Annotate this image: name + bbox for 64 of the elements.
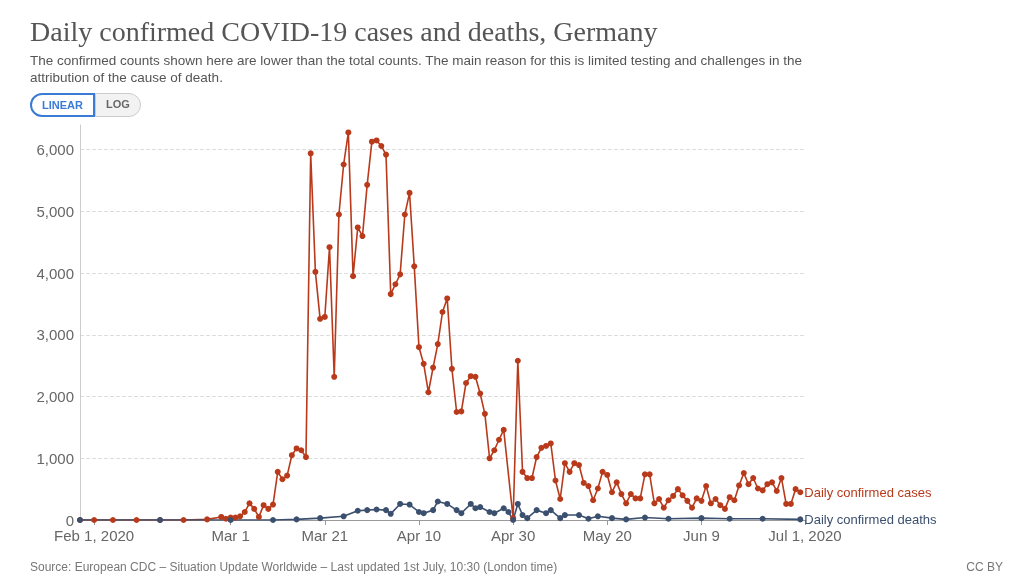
point bbox=[420, 510, 427, 517]
y-tick-label: 1,000 bbox=[36, 449, 74, 467]
point bbox=[458, 510, 465, 517]
point bbox=[514, 500, 521, 507]
point bbox=[576, 512, 583, 519]
text: CC BY bbox=[966, 560, 1003, 574]
y-tick-label: 6,000 bbox=[36, 141, 74, 159]
point bbox=[623, 516, 630, 523]
point bbox=[467, 500, 474, 507]
chart-subtitle: The confirmed counts shown here are lower than the total counts. The main reason for this is limited testing and challenges in the attribution of the cause of death. bbox=[30, 52, 803, 86]
point bbox=[364, 507, 371, 514]
y-tick-label: 0 bbox=[65, 511, 74, 529]
point bbox=[383, 507, 390, 514]
y-tick-label: 4,000 bbox=[36, 264, 74, 282]
point bbox=[505, 508, 512, 515]
x-tick-label: Jul 1, 2020 bbox=[768, 527, 842, 544]
x-tick-label: Mar 21 bbox=[301, 527, 349, 544]
point bbox=[759, 515, 766, 522]
point bbox=[608, 515, 615, 522]
point bbox=[524, 515, 531, 522]
point bbox=[387, 510, 394, 517]
text: LINEAR bbox=[30, 93, 95, 117]
point bbox=[585, 515, 592, 522]
x-tick-label: Apr 30 bbox=[491, 527, 536, 544]
point bbox=[561, 512, 568, 519]
point bbox=[491, 510, 498, 517]
series-label: Daily confirmed cases bbox=[804, 484, 932, 500]
point bbox=[533, 507, 540, 514]
point bbox=[477, 504, 484, 511]
x-tick-label: May 20 bbox=[582, 527, 632, 544]
point bbox=[406, 501, 413, 508]
y-tick-label: 5,000 bbox=[36, 202, 74, 220]
x-tick-label: Jun 9 bbox=[683, 527, 720, 544]
point bbox=[500, 505, 507, 512]
point bbox=[430, 507, 437, 514]
text: LOG bbox=[94, 93, 141, 117]
point bbox=[270, 517, 277, 523]
point bbox=[340, 513, 347, 520]
point bbox=[698, 515, 705, 522]
point bbox=[665, 515, 672, 522]
y-tick-label: 2,000 bbox=[36, 388, 74, 406]
point bbox=[415, 508, 422, 515]
point bbox=[444, 500, 451, 507]
point bbox=[434, 498, 441, 505]
series-label: Daily confirmed deaths bbox=[804, 511, 938, 527]
point bbox=[354, 507, 361, 514]
y-tick-label: 3,000 bbox=[36, 326, 74, 344]
x-tick-label: Feb 1, 2020 bbox=[54, 527, 135, 544]
point bbox=[317, 515, 324, 522]
x-tick-label: Apr 10 bbox=[396, 527, 442, 544]
chart-title: Daily confirmed COVID-19 cases and deaths, Germany bbox=[30, 16, 658, 48]
point bbox=[397, 500, 404, 507]
source-note: Source: European CDC – Situation Update Worldwide – Last updated 1st July, 10:30 (London time) bbox=[30, 560, 558, 574]
x-tick-label: Mar 1 bbox=[211, 527, 250, 544]
point bbox=[547, 507, 554, 514]
point bbox=[726, 515, 733, 522]
point bbox=[641, 514, 648, 521]
point bbox=[293, 516, 300, 523]
point bbox=[594, 513, 601, 520]
point bbox=[373, 506, 380, 513]
point bbox=[543, 510, 550, 517]
point bbox=[519, 512, 526, 519]
point bbox=[557, 515, 564, 522]
point bbox=[453, 507, 460, 514]
